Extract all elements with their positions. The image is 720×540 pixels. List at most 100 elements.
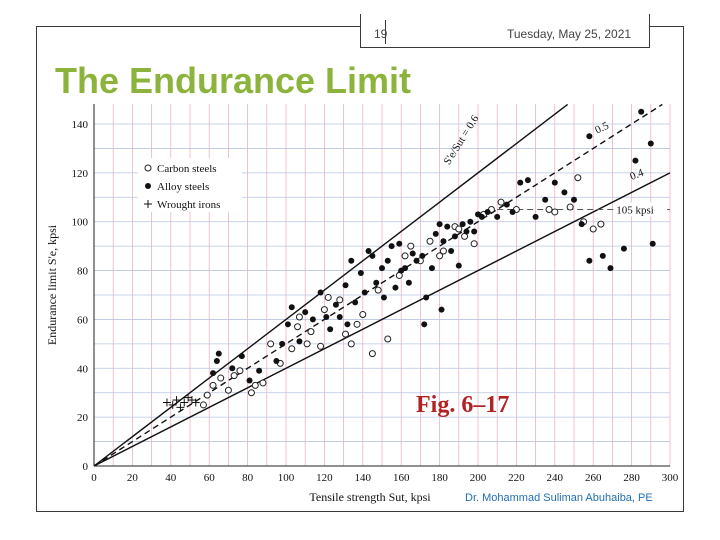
header-tab [360, 14, 650, 48]
data-point [620, 245, 627, 252]
slide-date: Tuesday, May 25, 2021 [507, 27, 632, 41]
data-point [451, 233, 458, 240]
data-point [439, 247, 447, 255]
data-point [432, 230, 439, 237]
data-point [484, 208, 491, 215]
ref-line-label: 0.4 [628, 167, 646, 183]
x-tick-label: 160 [393, 472, 410, 484]
data-point [303, 340, 311, 348]
data-point [247, 389, 255, 397]
data-point [238, 353, 245, 360]
data-point [213, 357, 220, 364]
data-point [288, 345, 296, 353]
data-point [344, 321, 351, 328]
data-point [191, 398, 200, 407]
data-point [215, 350, 222, 357]
data-point [440, 238, 447, 245]
data-point [455, 262, 462, 269]
x-tick-label: 300 [662, 472, 679, 484]
data-point [336, 313, 343, 320]
author-footer: Dr. Mohammad Suliman Abuhaiba, PE [465, 492, 653, 504]
data-point [379, 265, 385, 272]
data-point [230, 372, 238, 380]
figure-label: Fig. 6–17 [416, 392, 510, 418]
data-point [295, 313, 303, 321]
data-point [542, 196, 549, 203]
y-axis-label: Endurance limit S'e, kpsi [45, 224, 59, 345]
data-point [359, 311, 367, 319]
data-point [551, 208, 559, 216]
slide-title: The Endurance Limit [55, 60, 412, 101]
data-point [455, 225, 463, 233]
data-point [320, 306, 328, 314]
data-point [599, 252, 606, 259]
data-point [369, 252, 376, 259]
data-point [172, 396, 181, 405]
data-point [532, 213, 539, 220]
data-point [402, 265, 409, 272]
data-point [199, 401, 207, 409]
data-point [388, 243, 395, 250]
data-point [405, 279, 412, 286]
y-tick-label: 140 [72, 119, 89, 131]
data-point [467, 218, 474, 225]
data-point [342, 330, 350, 338]
data-point [578, 221, 585, 228]
data-point [647, 140, 654, 147]
data-point [589, 225, 597, 233]
data-point [384, 257, 391, 264]
y-tick-label: 60 [77, 314, 89, 326]
x-tick-label: 200 [470, 472, 487, 484]
y-tick-label: 20 [77, 412, 89, 424]
data-point [574, 174, 582, 182]
tick-labels: 0 20 40 60 80 100 120 140 160 180 200 220 240 260 280 3… [72, 119, 679, 484]
data-point [392, 284, 399, 291]
data-point [470, 240, 478, 248]
data-point [409, 250, 416, 257]
data-point [309, 316, 316, 323]
legend-marker [144, 200, 152, 208]
x-tick-label: 80 [242, 472, 254, 484]
data-point [296, 338, 303, 345]
x-tick-label: 280 [623, 472, 640, 484]
data-point [307, 328, 315, 336]
slide-number: 19 [374, 27, 388, 41]
data-point [217, 374, 225, 382]
data-point [162, 398, 171, 407]
data-point [438, 306, 445, 313]
data-point [210, 370, 217, 377]
data-points [162, 108, 656, 412]
data-point [267, 340, 275, 348]
data-point [352, 299, 359, 306]
y-tick-label: 120 [72, 168, 89, 180]
data-point [459, 221, 466, 228]
data-point [586, 257, 593, 264]
data-point [168, 400, 177, 409]
data-point [288, 304, 295, 311]
data-point [638, 108, 645, 115]
data-point [229, 365, 236, 372]
data-point [294, 323, 302, 331]
data-point [317, 342, 325, 350]
data-point [597, 220, 605, 228]
data-point [401, 252, 409, 260]
ref-line-label: 105 kpsi [616, 205, 654, 217]
data-point [413, 257, 420, 264]
data-point [497, 198, 505, 206]
data-point [259, 379, 267, 387]
data-point [436, 221, 443, 228]
data-point [426, 237, 434, 245]
legend-label: Alloy steels [157, 181, 209, 193]
data-point [463, 228, 470, 235]
data-point [302, 309, 309, 316]
data-point [436, 252, 444, 260]
data-point [279, 340, 286, 347]
data-point [571, 196, 577, 203]
data-point [368, 350, 376, 358]
data-point [317, 289, 324, 296]
x-tick-label: 260 [585, 472, 602, 484]
x-tick-label: 220 [508, 472, 525, 484]
data-point [586, 133, 593, 140]
data-point [347, 340, 355, 348]
